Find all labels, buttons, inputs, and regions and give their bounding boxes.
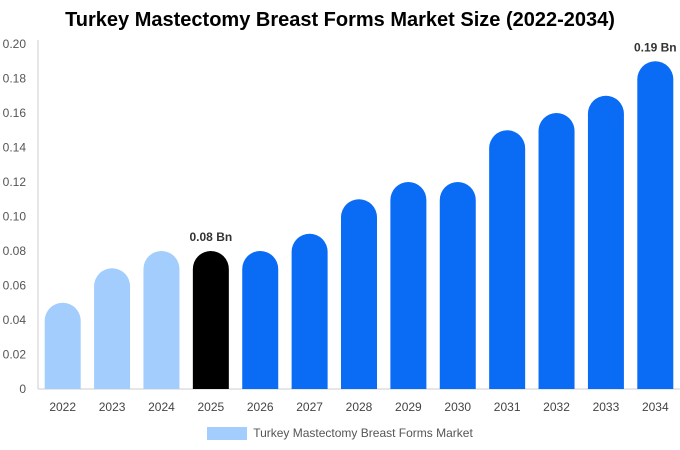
bar-2034 bbox=[637, 61, 674, 389]
x-tick-label: 2023 bbox=[99, 400, 126, 414]
legend-swatch bbox=[207, 426, 248, 440]
y-tick-label: 0.10 bbox=[3, 210, 27, 224]
x-tick-label: 2022 bbox=[49, 400, 76, 414]
bar-2032 bbox=[538, 113, 575, 389]
legend-label: Turkey Mastectomy Breast Forms Market bbox=[253, 426, 473, 440]
bar-2029 bbox=[390, 182, 427, 389]
x-tick-label: 2027 bbox=[296, 400, 323, 414]
x-tick-label: 2033 bbox=[593, 400, 620, 414]
data-label-2034: 0.19 Bn bbox=[634, 40, 677, 54]
x-tick-label: 2031 bbox=[494, 400, 521, 414]
x-tick-label: 2025 bbox=[197, 400, 224, 414]
legend: Turkey Mastectomy Breast Forms Market bbox=[0, 426, 680, 440]
bar-2027 bbox=[291, 233, 328, 389]
y-tick-label: 0.02 bbox=[3, 348, 27, 362]
x-tick-label: 2032 bbox=[543, 400, 570, 414]
y-tick-label: 0.16 bbox=[3, 106, 27, 120]
chart-title: Turkey Mastectomy Breast Forms Market Si… bbox=[65, 9, 615, 31]
x-tick-label: 2028 bbox=[346, 400, 373, 414]
bar-2030 bbox=[439, 182, 476, 389]
bar-2031 bbox=[489, 130, 526, 389]
bar-2025 bbox=[192, 251, 229, 389]
y-tick-label: 0.18 bbox=[3, 72, 27, 86]
y-tick-label: 0.06 bbox=[3, 279, 27, 293]
bar-2028 bbox=[341, 199, 377, 389]
y-tick-label: 0 bbox=[19, 382, 26, 396]
y-tick-label: 0.14 bbox=[3, 141, 27, 155]
y-tick-label: 0.04 bbox=[3, 313, 27, 327]
bar-2024 bbox=[143, 251, 180, 389]
x-tick-label: 2029 bbox=[395, 400, 422, 414]
bar-2023 bbox=[94, 268, 131, 389]
x-tick-label: 2026 bbox=[247, 400, 274, 414]
bar-2033 bbox=[587, 95, 624, 389]
x-tick-label: 2030 bbox=[444, 400, 471, 414]
x-tick-label: 2034 bbox=[642, 400, 669, 414]
y-tick-label: 0.12 bbox=[3, 175, 27, 189]
bar-2022 bbox=[44, 302, 81, 389]
bar-2026 bbox=[242, 251, 279, 389]
y-tick-label: 0.20 bbox=[3, 37, 27, 51]
data-label-2025: 0.08 Bn bbox=[190, 230, 233, 244]
x-tick-label: 2024 bbox=[148, 400, 175, 414]
y-tick-label: 0.08 bbox=[3, 244, 27, 258]
